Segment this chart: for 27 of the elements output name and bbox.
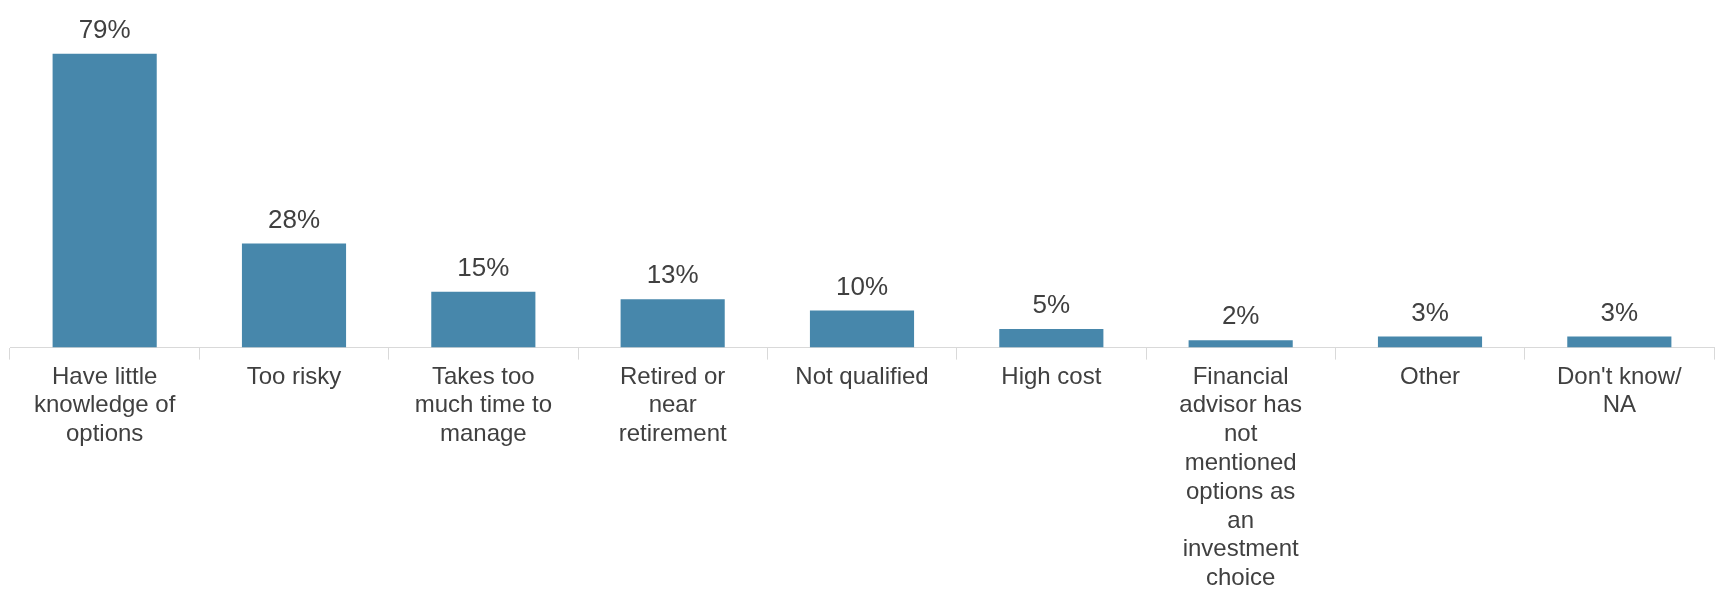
x-tick-label: Retired or near retirement (618, 361, 728, 447)
bar (809, 310, 915, 348)
x-tick-label: Not qualified (795, 361, 929, 389)
data-label: 13% (646, 259, 699, 290)
x-tick-label: Too risky (246, 361, 342, 389)
bar (1567, 336, 1672, 348)
x-tick-label: High cost (1001, 361, 1102, 389)
bar (999, 329, 1104, 348)
x-tick-label: Have little knowledge of options (33, 361, 176, 447)
bar (1377, 336, 1483, 348)
data-label: 15% (457, 251, 510, 282)
x-tick-label: Other (1399, 361, 1461, 389)
x-tick-label: Don't know/ NA (1557, 361, 1682, 418)
data-label: 3% (1600, 296, 1639, 327)
bar (241, 243, 347, 348)
x-tick-label: Takes too much time to manage (414, 361, 553, 447)
data-label: 5% (1032, 289, 1071, 320)
bar (431, 291, 536, 348)
data-label: 2% (1221, 300, 1260, 331)
data-label: 3% (1411, 296, 1449, 327)
bar (620, 299, 725, 348)
x-tick-label: Financial advisor has not mentioned options as an investment choice (1179, 361, 1303, 591)
data-label: 10% (835, 270, 889, 301)
bar (1188, 340, 1293, 348)
data-label: 28% (267, 203, 321, 234)
bar (52, 53, 157, 348)
data-label: 79% (78, 13, 131, 44)
